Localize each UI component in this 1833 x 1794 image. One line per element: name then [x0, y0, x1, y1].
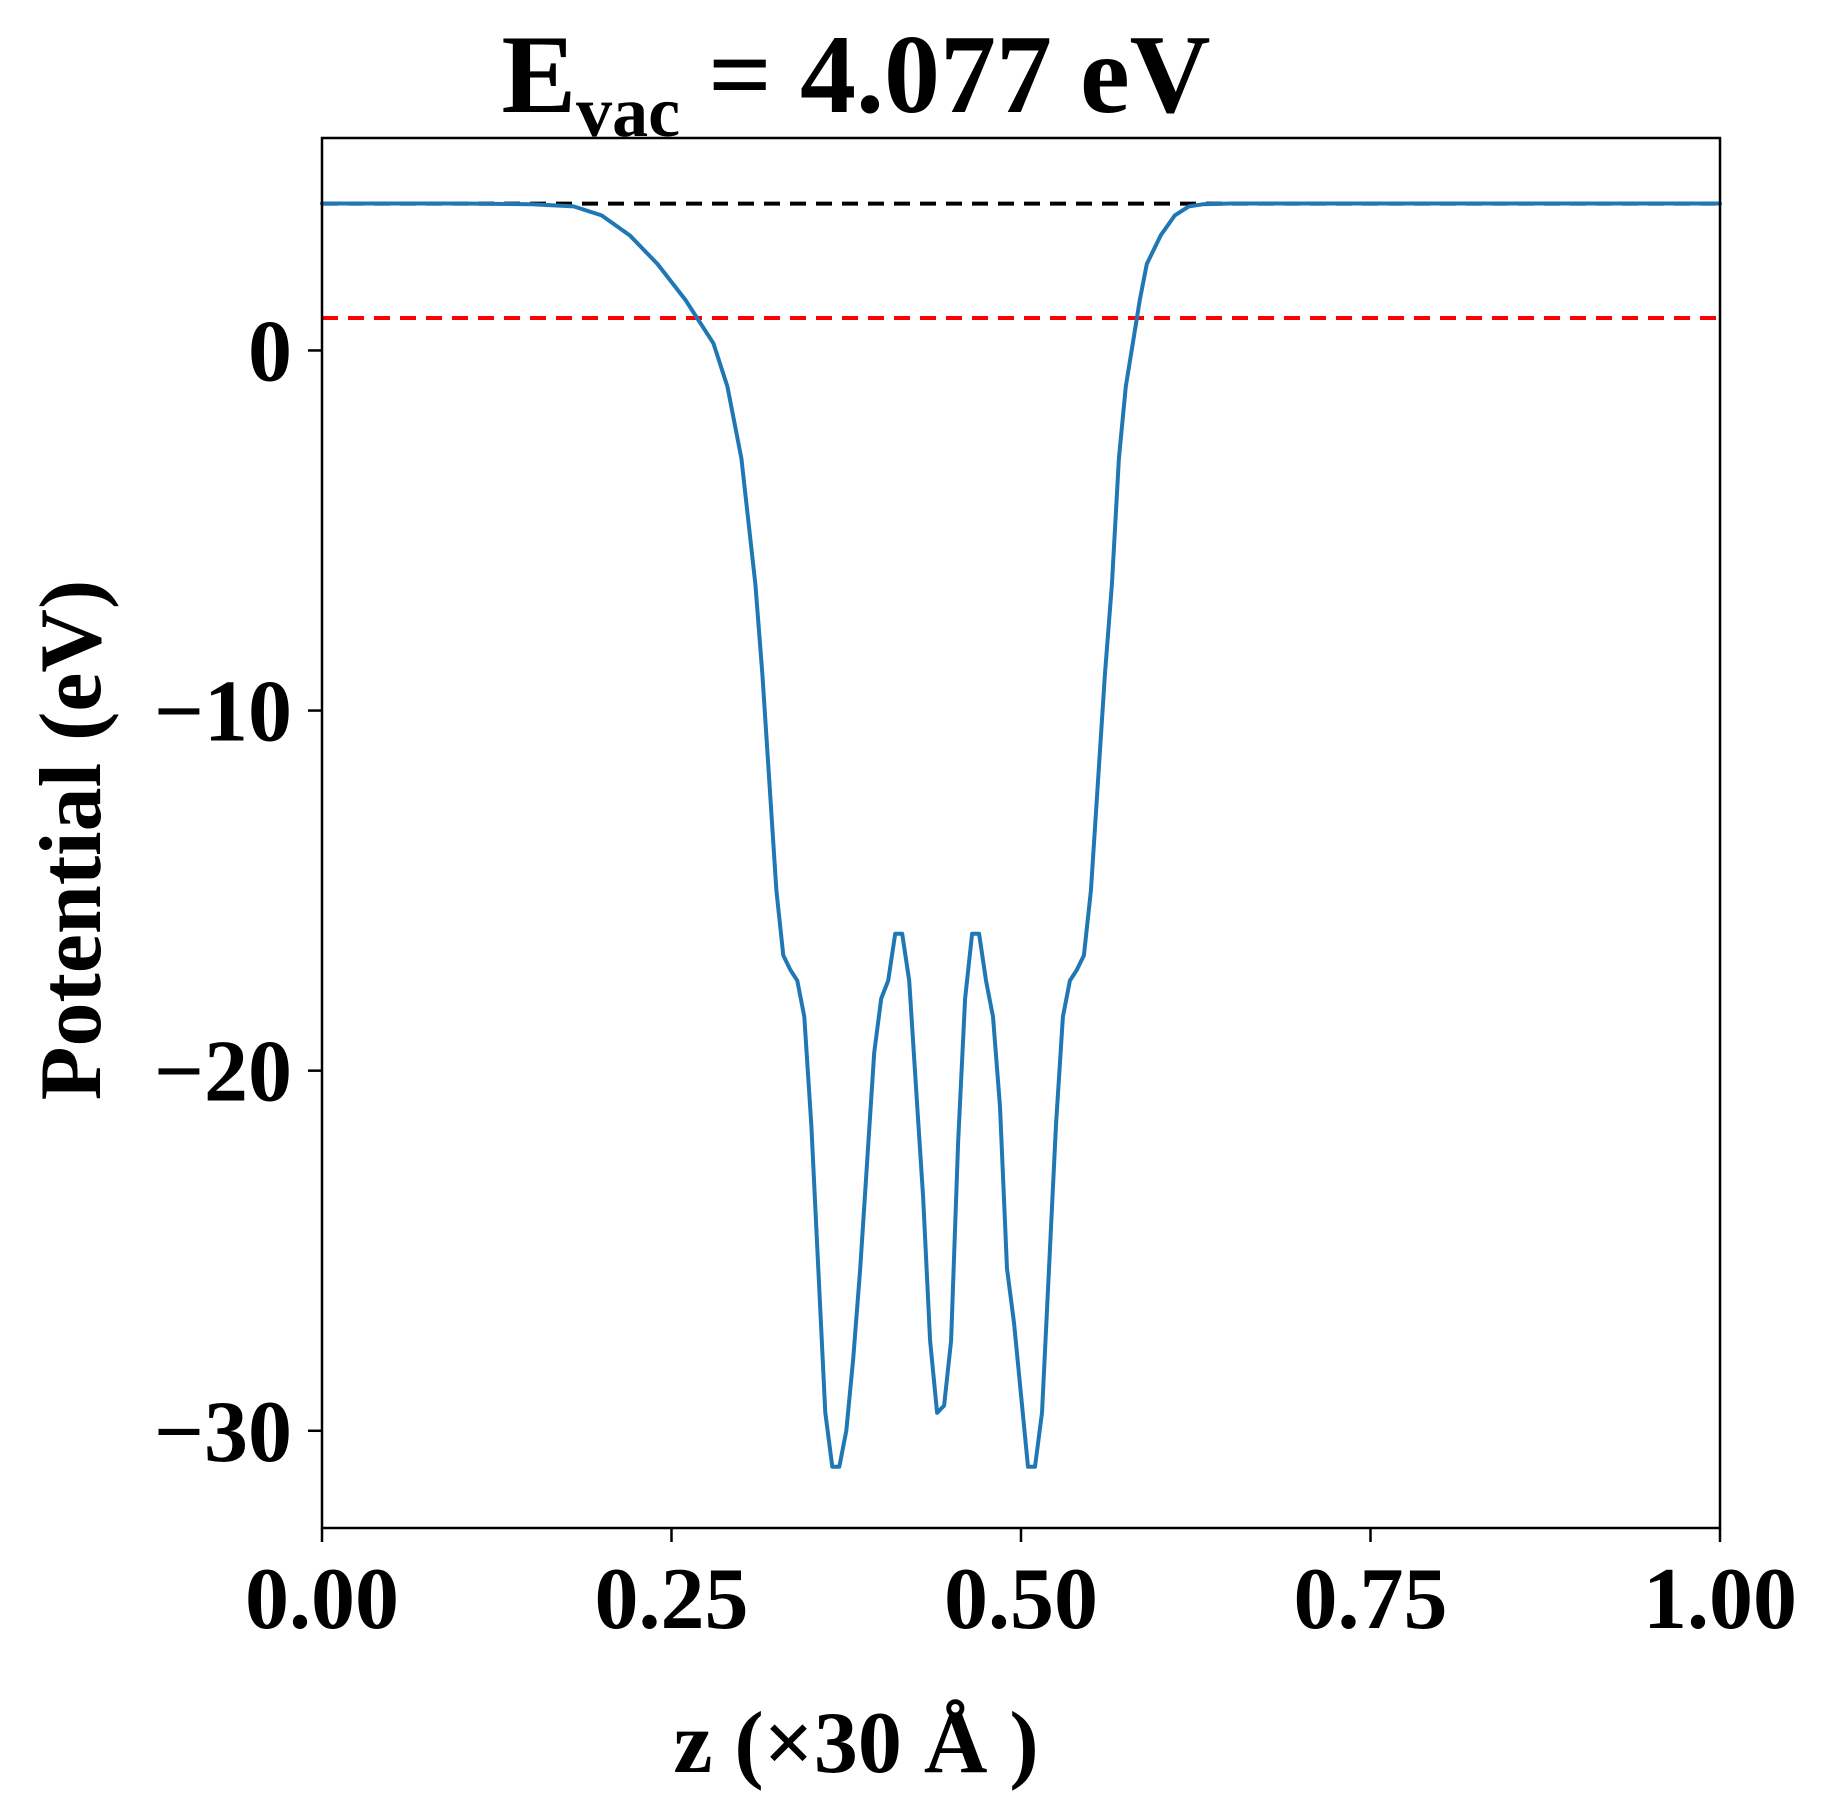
- y-tick-label: −30: [154, 1384, 292, 1481]
- y-tick-label: −10: [154, 664, 292, 761]
- x-tick-label: 0.50: [944, 1551, 1098, 1648]
- y-tick-label: −20: [154, 1024, 292, 1121]
- x-tick-label: 0.75: [1294, 1551, 1448, 1648]
- series-line-0: [320, 201, 1722, 1469]
- y-tick-label: 0: [248, 303, 292, 400]
- y-axis-ticks: 0 −10 −20 −30: [154, 303, 322, 1481]
- y-axis-label: Potential (eV): [23, 580, 120, 1100]
- title-rest: = 4.077 eV: [680, 13, 1210, 137]
- title-main: E: [501, 13, 576, 137]
- x-tick-label: 1.00: [1643, 1551, 1797, 1648]
- x-axis-ticks: 0.00 0.25 0.50 0.75 1.00: [245, 1528, 1797, 1648]
- series-layer: [320, 201, 1722, 1469]
- chart-title: Evac = 4.077 eV: [501, 13, 1210, 152]
- x-tick-label: 0.25: [595, 1551, 749, 1648]
- x-axis-label: z (×30 Å ): [673, 1695, 1038, 1792]
- title-subscript: vac: [576, 72, 680, 152]
- x-tick-label: 0.00: [245, 1551, 399, 1648]
